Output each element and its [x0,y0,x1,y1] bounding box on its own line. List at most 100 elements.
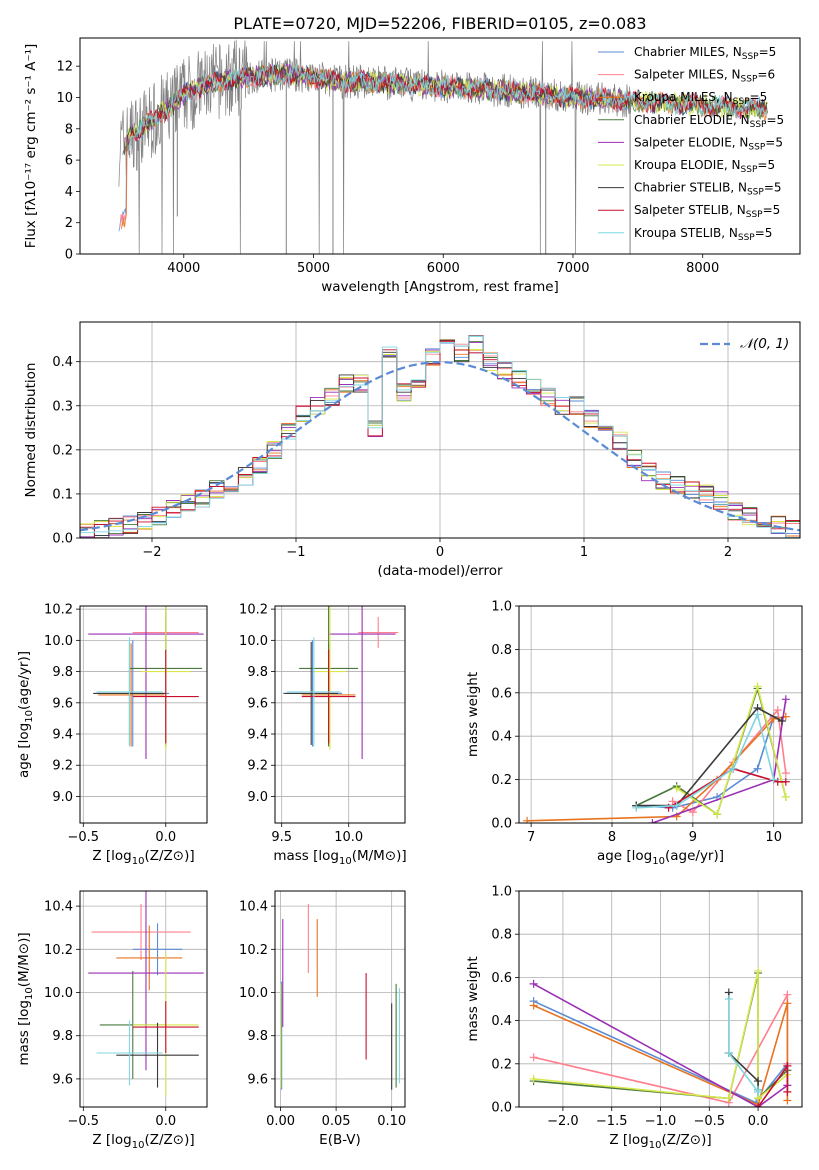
x-axis-label-tail: (Z/Z⊙)] [144,1132,194,1148]
panel-age_vs_mass: 9.5 10.0 9.0 9.2 9.4 9.6 9.8 10.0 10.2 mass [log1… [239,603,407,867]
legend-entry: Salpeter ELODIE, NSSP=5 [634,135,783,152]
legend-entry-sub: SSP [741,165,758,175]
y-tick-label: 1.0 [491,885,512,900]
y-tick-label: 9.4 [247,728,268,743]
legend-entry-main: Chabrier MILES, N [634,45,742,59]
legend-entry-tail: =5 [759,45,777,59]
legend-entry-gaussian: 𝒩(0, 1) [740,336,789,352]
y-axis-label: Flux [fλ10⁻¹⁷ erg cm⁻² s⁻¹ A⁻¹] [23,44,39,249]
x-axis-label-sub: 10 [652,856,665,867]
weight-marker [783,1096,792,1105]
plot-area-weight_vs_age [523,682,790,823]
weight-marker [783,990,792,999]
x-tick-label: 8 [608,830,616,845]
y-tick-label: 4 [65,185,73,200]
x-tick-label: 7 [527,830,535,845]
axes-frame [518,890,803,1108]
weight-marker [773,777,782,786]
x-axis-label-main: Z [log [609,1132,648,1148]
weight-marker [529,1001,538,1010]
y-tick-label: 0.2 [52,443,73,458]
x-tick-label: 9 [689,830,697,845]
legend-entry-main: Salpeter STELIB, N [634,203,746,217]
y-axis-label: Normed distribution [23,363,39,498]
legend-entry-main: Salpeter MILES, N [634,68,741,82]
panel-spectrum: 4000 5000 6000 7000 8000 0 2 4 6 8 10 12 wavelength … [23,37,801,295]
legend-entry-main: Chabrier STELIB, N [634,181,747,195]
legend-entry-main: Kroupa STELIB, N [634,226,738,240]
x-axis-label-main: Z [log [92,1132,131,1148]
y-tick-label: 8 [65,122,73,137]
y-axis-label-sub: 10 [24,987,35,1000]
weight-marker [777,717,786,726]
weight-marker [753,710,762,719]
x-axis-label-main: mass [log [273,848,339,864]
y-tick-label: 9.0 [247,790,268,805]
panel-weight_vs_Z: −2.0 −1.5 −1.0 −0.5 0.0 0.0 0.2 0.4 0.6 0.8 1.0 Z [… [465,885,803,1151]
x-axis-label-sub: 10 [132,1140,145,1151]
x-axis-label-tail: (Z/Z⊙)] [661,1132,711,1148]
legend-entry: Chabrier STELIB, NSSP=5 [634,181,782,198]
gaussian-curve [80,360,800,532]
weight-marker [724,995,733,1003]
weight-marker [724,1049,733,1057]
panel-residuals: −2 −1 0 1 2 0.0 0.1 0.2 0.3 0.4 (data-model)/error… [23,321,801,579]
y-tick-label: 0.3 [52,399,73,414]
x-tick-label: 0.0 [155,830,176,845]
figure-title: PLATE=0720, MJD=52206, FIBERID=0105, z=0… [233,14,646,33]
y-tick-label: 9.6 [52,1072,73,1087]
x-axis-label: Z [log10(Z/Z⊙)] [609,1132,711,1151]
panel-mass_vs_ebv: 0.00 0.05 0.10 9.6 9.8 10.0 10.2 10.4 E(B-V) [239,890,406,1148]
x-axis-label-sub: 10 [132,856,145,867]
model-spectrum-line [128,63,768,149]
weight-marker [781,769,790,778]
x-axis-label: Z [log10(Z/Z⊙)] [92,848,194,867]
y-tick-label: 0.1 [52,487,73,502]
weight-marker [753,682,762,691]
x-tick-label: 0.0 [155,1114,176,1129]
x-axis-label-tail: (M/M⊙)] [352,848,407,864]
plot-area-age_vs_Z [88,606,204,759]
legend-entry: Salpeter MILES, NSSP=6 [634,68,775,85]
y-tick-label: 10.2 [44,603,73,618]
legend-entry: Salpeter STELIB, NSSP=5 [634,203,780,220]
weight-series-line [636,706,783,807]
weight-marker [754,1077,763,1086]
weight-marker [783,999,792,1008]
legend-entry-sub: SSP [738,233,755,243]
y-axis-label-main: mass [log [16,1000,32,1066]
weight-marker [672,784,681,793]
y-tick-label: 9.8 [52,665,73,680]
charts-layer: 4000 5000 6000 7000 8000024681012wavelength … [16,37,803,1151]
y-tick-label: 10.0 [239,634,268,649]
weight-marker [754,1103,763,1107]
y-tick-label: 0.6 [491,686,512,701]
weight-marker [773,706,782,715]
y-tick-label: 10.2 [239,603,268,618]
y-axis-label-tail: (age/yr)] [16,651,32,710]
histogram-series [80,335,800,538]
weight-marker [783,1061,792,1070]
x-tick-label: −2.0 [547,1114,579,1129]
panel-age_vs_Z: −0.5 0.09.09.29.49.69.810.010.2Z [log10(Z… [16,603,208,867]
legend-entry-tail: =5 [766,113,784,127]
legend-entry-main: Salpeter ELODIE, N [634,135,748,149]
legend-entry-tail: =5 [757,158,775,172]
legend-entry: Kroupa ELODIE, NSSP=5 [634,158,775,175]
x-tick-label: 0.0 [748,1114,769,1129]
weight-series-line [533,1003,789,1106]
weight-marker [713,810,722,819]
legend-entry-tail: =5 [765,135,783,149]
y-axis-label: mass weight [465,956,481,1041]
x-tick-label: −1 [286,545,305,560]
y-tick-label: 10.4 [44,900,73,915]
axes-frame [79,321,801,539]
weight-marker [754,1085,763,1094]
plot-area-weight_vs_Z [529,966,792,1107]
legend-entry-main: Kroupa ELODIE, N [634,158,741,172]
plot-area-residuals [80,335,800,538]
weight-marker [672,801,681,810]
x-axis-label-main: age [log [597,848,652,864]
